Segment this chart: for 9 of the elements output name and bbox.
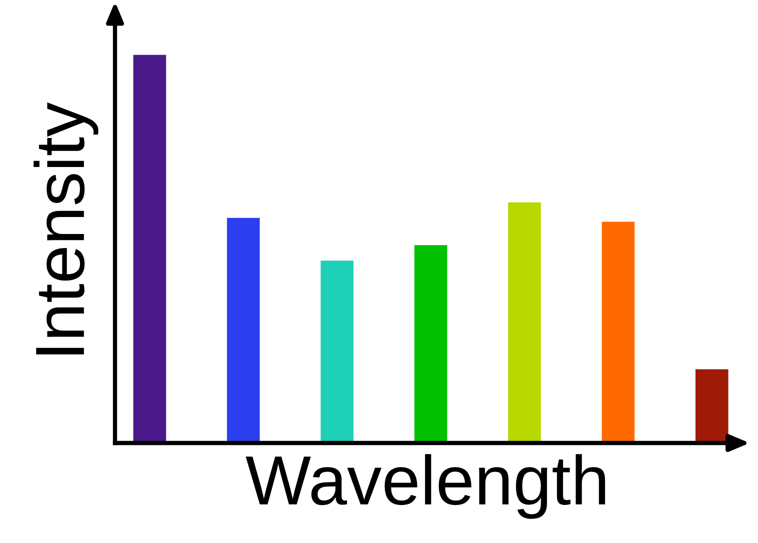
bar	[602, 222, 635, 443]
bar	[226, 218, 260, 443]
bar	[320, 260, 354, 443]
bar	[133, 54, 166, 443]
x-axis-title: Wavelength	[246, 454, 606, 519]
bar	[695, 369, 728, 443]
y-axis-title: Intensity	[34, 102, 98, 354]
bar	[508, 202, 541, 443]
bar	[414, 245, 448, 443]
